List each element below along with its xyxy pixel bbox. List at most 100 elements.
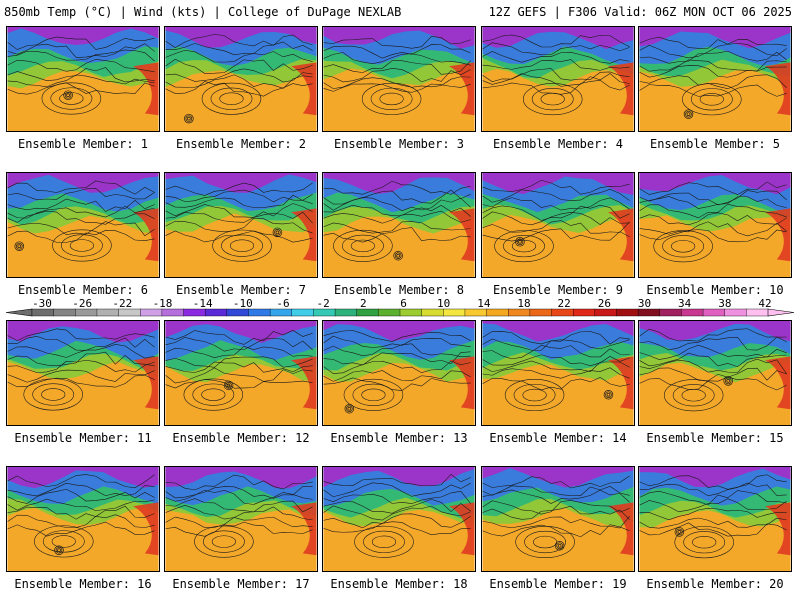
colorbar-segment <box>659 308 682 317</box>
ensemble-member-caption: Ensemble Member: 1 <box>17 137 149 151</box>
ensemble-member-caption: Ensemble Member: 8 <box>333 283 465 297</box>
ensemble-panel-4: Ensemble Member: 4 <box>481 26 635 151</box>
ensemble-map-14 <box>481 320 635 426</box>
colorbar-segment <box>183 308 206 317</box>
colorbar-tick-label: 18 <box>517 298 530 310</box>
colorbar-segment <box>356 308 379 317</box>
ensemble-panel-1: Ensemble Member: 1 <box>6 26 160 151</box>
ensemble-map-3 <box>322 26 476 132</box>
colorbar-segment <box>616 308 639 317</box>
colorbar-right-arrow <box>767 308 795 317</box>
ensemble-panel-10: Ensemble Member: 10 <box>638 172 792 297</box>
colorbar-segment <box>269 308 293 317</box>
colorbar-segment <box>681 308 704 317</box>
ensemble-panel-3: Ensemble Member: 3 <box>322 26 476 151</box>
ensemble-map-16 <box>6 466 160 572</box>
colorbar-tick-label: -10 <box>233 298 253 310</box>
colorbar-segment <box>464 308 488 317</box>
ensemble-map-10 <box>638 172 792 278</box>
ensemble-member-caption: Ensemble Member: 15 <box>646 431 784 445</box>
colorbar-segment <box>334 308 358 317</box>
ensemble-panel-8: Ensemble Member: 8 <box>322 172 476 297</box>
colorbar-tick-label: 6 <box>400 298 407 310</box>
ensemble-member-caption: Ensemble Member: 13 <box>330 431 468 445</box>
ensemble-panel-16: Ensemble Member: 16 <box>6 466 160 591</box>
colorbar-segment <box>529 308 553 317</box>
ensemble-member-caption: Ensemble Member: 2 <box>175 137 307 151</box>
colorbar-segment <box>508 308 531 317</box>
ensemble-map-8 <box>322 172 476 278</box>
colorbar-segment <box>399 308 423 317</box>
colorbar-segment <box>248 308 271 317</box>
ensemble-panel-6: Ensemble Member: 6 <box>6 172 160 297</box>
ensemble-member-caption: Ensemble Member: 4 <box>492 137 624 151</box>
colorbar-segment <box>31 308 55 317</box>
colorbar-segment <box>118 308 141 317</box>
colorbar-tick-label: 34 <box>678 298 692 310</box>
ensemble-map-5 <box>638 26 792 132</box>
ensemble-member-caption: Ensemble Member: 6 <box>17 283 149 297</box>
colorbar-tick-label: 14 <box>477 298 491 310</box>
ensemble-map-7 <box>164 172 318 278</box>
ensemble-map-1 <box>6 26 160 132</box>
ensemble-member-caption: Ensemble Member: 10 <box>646 283 784 297</box>
ensemble-panel-5: Ensemble Member: 5 <box>638 26 792 151</box>
colorbar-tick-label: 30 <box>638 298 651 310</box>
ensemble-map-2 <box>164 26 318 132</box>
colorbar-segment <box>637 308 661 317</box>
ensemble-member-caption: Ensemble Member: 3 <box>333 137 465 151</box>
colorbar-tick-label: 2 <box>360 298 367 310</box>
colorbar-left-arrow <box>5 308 33 317</box>
colorbar-tick-label: -2 <box>317 298 330 310</box>
header-title-left: 850mb Temp (°C) | Wind (kts) | College o… <box>4 5 402 19</box>
colorbar-tick-label: 10 <box>437 298 450 310</box>
ensemble-panel-18: Ensemble Member: 18 <box>322 466 476 591</box>
ensemble-panel-12: Ensemble Member: 12 <box>164 320 318 445</box>
ensemble-panel-9: Ensemble Member: 9 <box>481 172 635 297</box>
ensemble-panel-19: Ensemble Member: 19 <box>481 466 635 591</box>
colorbar-tick-label: -6 <box>276 298 289 310</box>
colorbar-segment <box>291 308 314 317</box>
colorbar-segment <box>161 308 185 317</box>
colorbar-tick-label: -14 <box>193 298 213 310</box>
ensemble-map-13 <box>322 320 476 426</box>
ensemble-map-17 <box>164 466 318 572</box>
colorbar-tick-label: -18 <box>153 298 173 310</box>
ensemble-map-15 <box>638 320 792 426</box>
colorbar-segment <box>378 308 401 317</box>
ensemble-map-18 <box>322 466 476 572</box>
colorbar-segment <box>594 308 617 317</box>
ensemble-member-caption: Ensemble Member: 5 <box>649 137 781 151</box>
ensemble-member-caption: Ensemble Member: 7 <box>175 283 307 297</box>
colorbar-tick-label: 42 <box>758 298 771 310</box>
colorbar-segment <box>746 308 769 317</box>
ensemble-panel-15: Ensemble Member: 15 <box>638 320 792 445</box>
colorbar-segment <box>53 308 76 317</box>
colorbar-segment <box>724 308 747 317</box>
colorbar-segment <box>140 308 163 317</box>
colorbar-tick-label: -22 <box>112 298 132 310</box>
colorbar-segment <box>443 308 466 317</box>
ensemble-member-caption: Ensemble Member: 17 <box>172 577 310 591</box>
ensemble-map-20 <box>638 466 792 572</box>
ensemble-panel-13: Ensemble Member: 13 <box>322 320 476 445</box>
colorbar-segment <box>702 308 726 317</box>
colorbar-segment <box>551 308 574 317</box>
colorbar-segment <box>96 308 120 317</box>
ensemble-member-caption: Ensemble Member: 19 <box>489 577 627 591</box>
colorbar-tick-label: 38 <box>718 298 731 310</box>
temperature-colorbar: -30 -26 -22 -18 -14 -10 -6 -2 2 6 10 14 18 22 26 30 34 38… <box>5 298 795 317</box>
header-title-right: 12Z GEFS | F306 Valid: 06Z MON OCT 06 20… <box>488 5 792 19</box>
colorbar-segment <box>204 308 228 317</box>
ensemble-panel-7: Ensemble Member: 7 <box>164 172 318 297</box>
ensemble-map-9 <box>481 172 635 278</box>
colorbar-segment <box>313 308 336 317</box>
colorbar-tick-label: -30 <box>32 298 52 310</box>
colorbar-tick-label: -26 <box>72 298 92 310</box>
ensemble-panel-14: Ensemble Member: 14 <box>481 320 635 445</box>
colorbar-segment <box>572 308 596 317</box>
ensemble-panel-2: Ensemble Member: 2 <box>164 26 318 151</box>
ensemble-map-4 <box>481 26 635 132</box>
colorbar-tick-label: 22 <box>558 298 571 310</box>
